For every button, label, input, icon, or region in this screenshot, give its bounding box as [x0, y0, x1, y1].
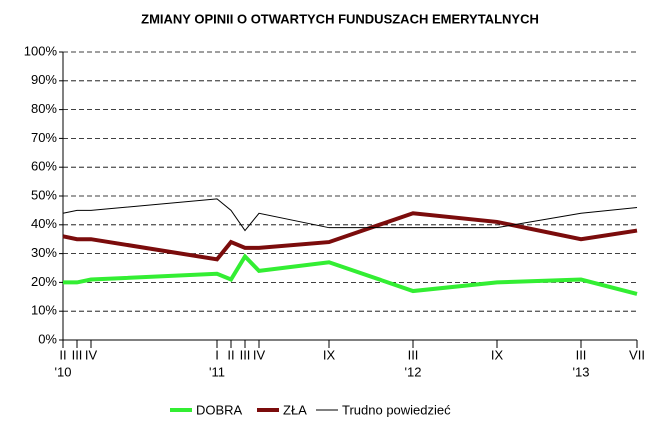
- x-tick-label: III: [408, 347, 419, 362]
- chart-title: ZMIANY OPINII O OTWARTYCH FUNDUSZACH EME…: [141, 11, 539, 26]
- x-tick-label: II: [59, 347, 66, 362]
- x-year-label: '10: [55, 364, 72, 379]
- y-tick-label: 30%: [31, 245, 57, 260]
- x-tick-label: IV: [85, 347, 98, 362]
- x-tick-label: II: [227, 347, 234, 362]
- x-year-label: '11: [209, 364, 225, 379]
- y-tick-label: 60%: [31, 159, 57, 174]
- y-tick-label: 40%: [31, 216, 57, 231]
- y-tick-label: 90%: [31, 72, 57, 87]
- y-tick-label: 10%: [31, 303, 57, 318]
- series-line: [62, 211, 638, 262]
- series-line: [62, 198, 638, 232]
- x-year-label: '12: [405, 364, 422, 379]
- legend-label: ZŁA: [283, 402, 307, 417]
- y-tick-label: 0%: [38, 331, 57, 346]
- legend-label: Trudno powiedzieć: [342, 402, 451, 417]
- x-tick-label: IV: [253, 347, 266, 362]
- series-line: [63, 253, 638, 296]
- y-tick-label: 100%: [24, 43, 58, 58]
- x-tick-label: III: [72, 347, 83, 362]
- y-tick-label: 70%: [31, 130, 57, 145]
- x-tick-label: I: [215, 347, 219, 362]
- y-tick-label: 20%: [31, 274, 57, 289]
- x-tick-label: III: [576, 347, 587, 362]
- y-tick-label: 50%: [31, 187, 57, 202]
- x-tick-label: IX: [323, 347, 336, 362]
- x-tick-label: IX: [491, 347, 504, 362]
- x-year-label: '13: [573, 364, 590, 379]
- y-tick-label: 80%: [31, 101, 57, 116]
- x-tick-label: III: [240, 347, 251, 362]
- legend-label: DOBRA: [196, 402, 243, 417]
- x-tick-label: VII: [629, 347, 645, 362]
